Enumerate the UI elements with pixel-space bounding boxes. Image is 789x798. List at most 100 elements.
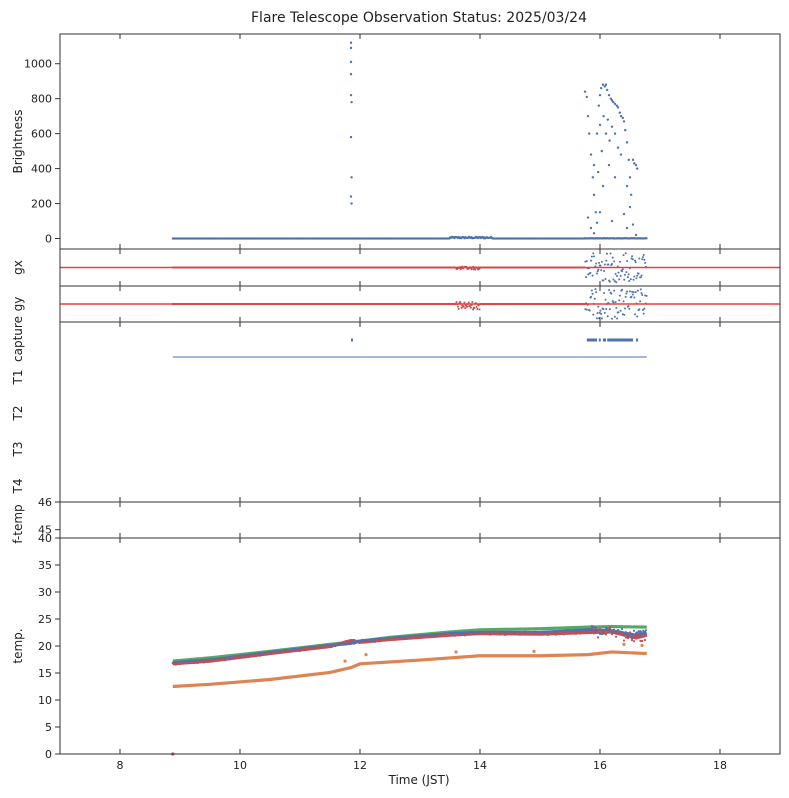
brightness-event-point (610, 125, 614, 128)
brightness-event-point (603, 85, 606, 88)
f-temp-y-tick-label: 45 (38, 524, 52, 537)
temp-point-blue (332, 643, 335, 646)
temp-point-blue (641, 632, 644, 636)
temp-point-red (604, 633, 608, 636)
gx-point (641, 258, 644, 261)
gy-point (594, 288, 597, 291)
gy-point (585, 308, 588, 311)
brightness-spike-point (349, 60, 353, 64)
temp-point-red (523, 633, 527, 636)
brightness-event-point (616, 106, 620, 109)
gy-point (632, 291, 635, 294)
temp-point-blue (341, 642, 344, 645)
temp-point-blue (528, 630, 532, 634)
gx-point (619, 274, 622, 277)
gx-point (643, 258, 646, 261)
temp-point-blue (228, 657, 232, 660)
temp-point-blue (473, 631, 477, 634)
gy-point (629, 290, 631, 293)
gx-point (616, 275, 619, 278)
gy-point (623, 307, 626, 310)
temp-point-red (418, 636, 422, 639)
temp-point-red (363, 641, 367, 644)
plot-panels: 02004006008001000BrightnessgxgycaptureT1… (11, 33, 781, 772)
gx-point (590, 259, 593, 262)
brightness-event-point (609, 97, 612, 100)
gy-point (624, 295, 627, 298)
temp-point-red (448, 634, 452, 637)
brightness-y-tick-label: 0 (45, 233, 52, 246)
temp-point-blue (361, 638, 364, 642)
brightness-event-point (600, 149, 603, 153)
gy-point (612, 301, 615, 304)
gx-point (623, 273, 626, 276)
temp-point-red (626, 637, 630, 640)
temp-point-red (566, 632, 570, 635)
temp-point-blue (468, 631, 472, 635)
gy-point (613, 315, 616, 318)
gy-point (472, 308, 475, 311)
temp-point-red (378, 639, 382, 642)
temp-point-blue (344, 643, 347, 646)
temp-point-red (594, 626, 598, 629)
gx-point (623, 278, 626, 281)
temp-point-blue (233, 656, 237, 659)
temp-point-blue (248, 654, 252, 657)
temp-point-blue (253, 652, 257, 656)
temp-point-blue (626, 632, 630, 636)
temp-point-red (508, 633, 512, 636)
temp-point-blue (223, 657, 227, 660)
temp-point-blue (598, 632, 602, 636)
gy-point (455, 301, 458, 304)
gx-point (597, 268, 600, 271)
brightness-spike-point (350, 202, 353, 205)
gy-point (641, 293, 644, 296)
gy-point (605, 308, 608, 311)
brightness-axis-label: Brightness (11, 110, 25, 174)
brightness-spike-point (349, 195, 353, 198)
gx-point (608, 280, 611, 283)
gx-point (621, 270, 624, 273)
gy-point (471, 300, 474, 303)
brightness-event-point (613, 176, 617, 179)
gx-point (595, 272, 598, 275)
gy-point (611, 317, 613, 320)
temp-point-blue (190, 659, 193, 662)
brightness-event-point (612, 100, 615, 104)
gx-point (585, 260, 588, 263)
temp-y-tick-label: 40 (38, 532, 52, 545)
brightness-event-point (600, 86, 603, 90)
temp-point-blue (373, 639, 377, 642)
gy-point (639, 288, 642, 291)
temp-point-blue (632, 629, 636, 632)
gy-point (622, 300, 625, 303)
brightness-event-point (615, 104, 618, 107)
f-temp-axis-label: f-temp (11, 504, 25, 543)
gx-point (603, 269, 606, 272)
temp-point-blue (554, 630, 558, 633)
brightness-y-tick-label: 200 (31, 198, 52, 211)
temp-point-blue (303, 646, 307, 649)
temp-point-blue (330, 644, 333, 647)
brightness-panel (59, 33, 781, 250)
temp-point-blue (278, 650, 282, 653)
brightness-event-point (625, 141, 629, 144)
gy-point (639, 300, 642, 303)
brightness-event-point (616, 146, 620, 149)
temp-point-blue (177, 660, 181, 664)
capture-mark (607, 338, 633, 342)
temp-point-blue (640, 631, 643, 634)
temp-point-blue (606, 631, 610, 634)
brightness-event-point (610, 99, 614, 102)
temp-point-blue (378, 637, 382, 640)
gx-point (587, 273, 590, 276)
gx-point (624, 252, 627, 255)
temp-point-blue (388, 636, 392, 639)
brightness-event-point (625, 226, 629, 230)
temp-point-blue (368, 638, 372, 641)
temp-y-tick-label: 10 (38, 694, 52, 707)
temp-point-blue (628, 635, 632, 638)
temp-point-blue (238, 655, 242, 658)
temp-point-red (586, 630, 590, 633)
gx-point (613, 280, 616, 283)
